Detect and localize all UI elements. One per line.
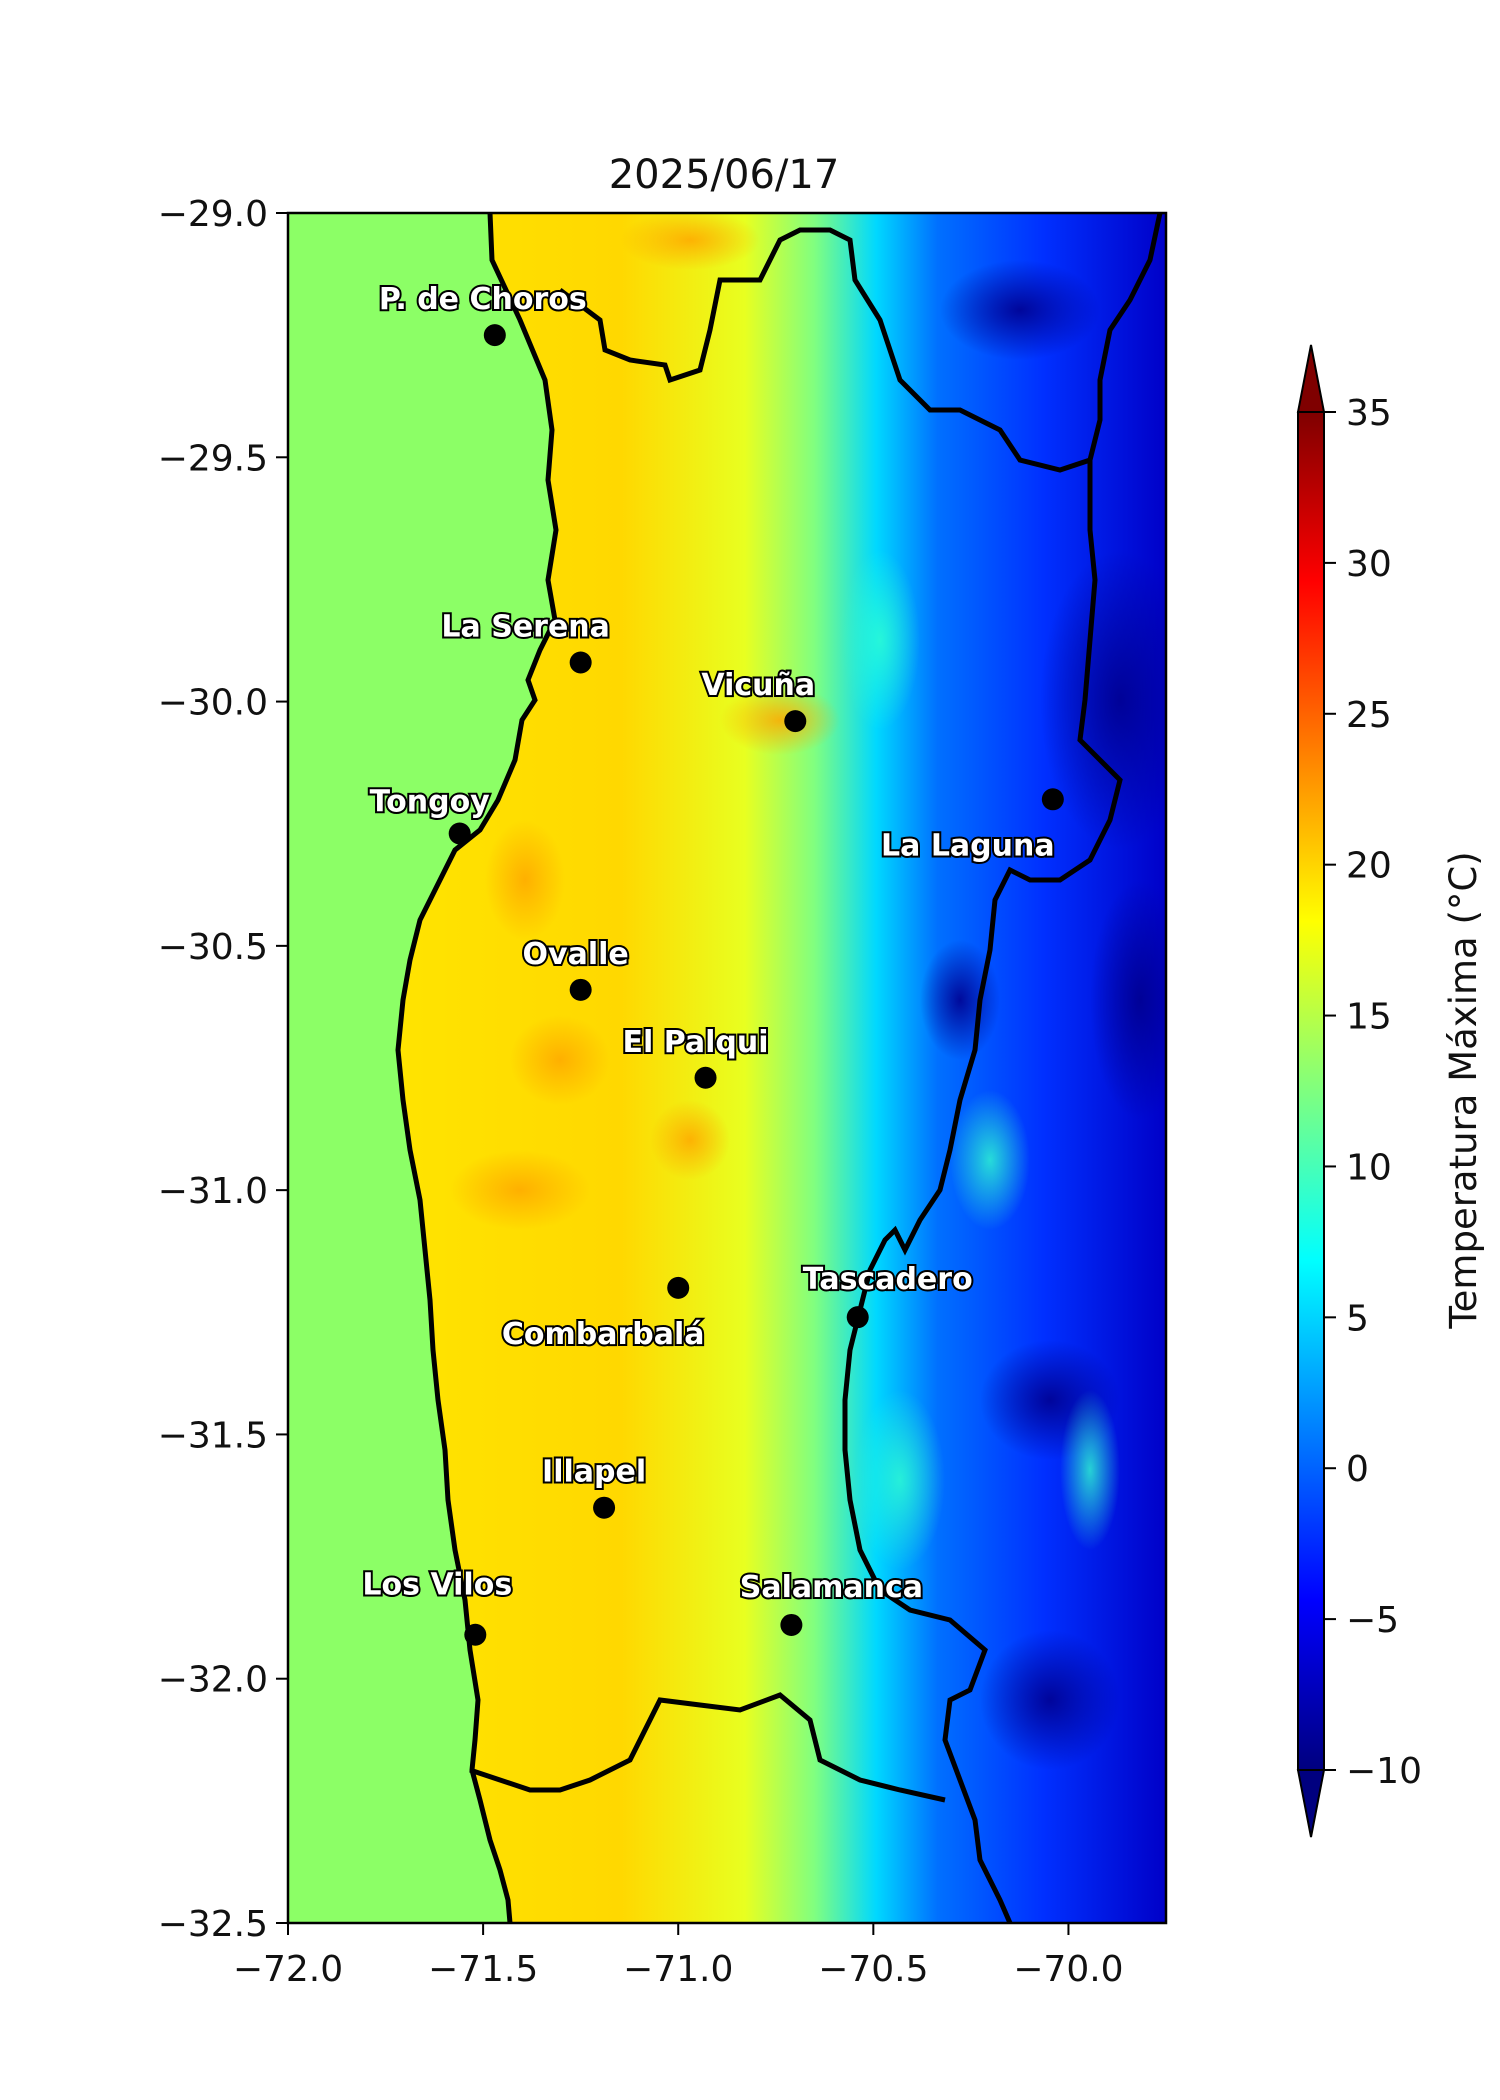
colorbar-tick-label: 30 bbox=[1346, 544, 1392, 585]
station-dot bbox=[593, 1496, 616, 1519]
station-label: La Laguna bbox=[881, 828, 1055, 863]
colorbar-lower-extension bbox=[1296, 1769, 1326, 1838]
colorbar-upper-extension bbox=[1296, 344, 1326, 413]
station-la-serena: La Serena bbox=[439, 607, 612, 674]
station-dot bbox=[784, 710, 807, 733]
station-label: La Serena bbox=[441, 609, 610, 644]
y-tick-label: −30.0 bbox=[158, 683, 268, 724]
colorbar-label: Temperatura Máxima (°C) bbox=[1442, 851, 1485, 1329]
map-area bbox=[288, 213, 1166, 1923]
y-tick-label: −31.0 bbox=[158, 1171, 268, 1212]
station-dot bbox=[846, 1306, 869, 1329]
y-tick-label: −32.5 bbox=[158, 1904, 268, 1945]
station-markers: P. de Choros La Serena Vicuña Tongoy La Lagu… bbox=[360, 280, 1064, 1646]
colorbar: 35 30 25 20 15 10 5 0 −5 −10 Temperatura Máxima (… bbox=[1296, 344, 1485, 1838]
station-dot bbox=[569, 978, 592, 1001]
coastline bbox=[395, 213, 559, 1923]
colorbar-tick-label: 20 bbox=[1346, 846, 1392, 887]
station-p-de-choros: P. de Choros bbox=[377, 280, 589, 347]
map-title: 2025/06/17 bbox=[609, 152, 840, 198]
station-dot bbox=[483, 324, 506, 347]
station-dot bbox=[464, 1623, 487, 1646]
map-frame bbox=[286, 211, 1168, 1925]
colorbar-tick-label: −10 bbox=[1346, 1751, 1422, 1792]
x-tick-label: −70.5 bbox=[818, 1949, 928, 1990]
southern-region-border bbox=[469, 1692, 946, 1803]
station-ovalle: Ovalle bbox=[521, 935, 631, 1001]
station-label: Vicuña bbox=[701, 668, 815, 703]
colorbar-tick-label: 25 bbox=[1346, 695, 1392, 736]
colorbar-tick-label: 5 bbox=[1346, 1298, 1369, 1339]
station-label: Los Vilos bbox=[362, 1568, 512, 1603]
eastern-border bbox=[842, 460, 1123, 1923]
x-tick-label: −71.5 bbox=[428, 1949, 538, 1990]
station-dot bbox=[569, 651, 592, 674]
y-tick-label: −29.0 bbox=[158, 194, 268, 235]
station-dot bbox=[780, 1613, 803, 1636]
x-tick-label: −72.0 bbox=[233, 1949, 343, 1990]
station-label: Tongoy bbox=[370, 784, 491, 819]
station-label: Combarbalá bbox=[502, 1317, 705, 1352]
y-axis: −29.0 −29.5 −30.0 −30.5 −31.0 −31.5 −32.0 −32.5 bbox=[158, 194, 288, 1945]
station-label: P. de Choros bbox=[379, 282, 587, 317]
station-salamanca: Salamanca bbox=[738, 1568, 925, 1636]
station-label: Salamanca bbox=[740, 1570, 923, 1605]
station-el-palqui: El Palqui bbox=[621, 1023, 771, 1089]
station-label: Tascadero bbox=[803, 1262, 973, 1297]
station-dot bbox=[1041, 788, 1064, 811]
station-los-vilos: Los Vilos bbox=[360, 1566, 514, 1646]
colorbar-gradient bbox=[1297, 411, 1325, 1771]
station-label: El Palqui bbox=[623, 1025, 769, 1060]
colorbar-ticks: 35 30 25 20 15 10 5 0 −5 −10 bbox=[1324, 393, 1422, 1792]
x-tick-label: −71.0 bbox=[623, 1949, 733, 1990]
station-tongoy: Tongoy bbox=[368, 782, 492, 845]
station-illapel: Illapel bbox=[540, 1453, 648, 1519]
colorbar-tick-label: 15 bbox=[1346, 997, 1392, 1038]
y-tick-label: −29.5 bbox=[158, 438, 268, 479]
colorbar-tick-label: −5 bbox=[1346, 1600, 1399, 1641]
colorbar-tick-label: 0 bbox=[1346, 1449, 1369, 1490]
y-tick-label: −31.5 bbox=[158, 1415, 268, 1456]
station-label: Illapel bbox=[542, 1455, 646, 1490]
station-dot bbox=[448, 822, 471, 845]
colorbar-tick-label: 10 bbox=[1346, 1147, 1392, 1188]
station-dot bbox=[667, 1276, 690, 1299]
station-vicu-a: Vicuña bbox=[699, 666, 817, 733]
colorbar-tick-label: 35 bbox=[1346, 393, 1392, 434]
station-la-laguna: La Laguna bbox=[879, 788, 1064, 865]
y-tick-label: −30.5 bbox=[158, 927, 268, 968]
station-label: Ovalle bbox=[523, 937, 629, 972]
y-tick-label: −32.0 bbox=[158, 1660, 268, 1701]
station-combarbal-: Combarbalá bbox=[500, 1276, 707, 1354]
station-dot bbox=[694, 1066, 717, 1089]
x-tick-label: −70.0 bbox=[1013, 1949, 1123, 1990]
x-axis: −72.0 −71.5 −71.0 −70.5 −70.0 bbox=[233, 1923, 1124, 1990]
northern-region-border bbox=[558, 213, 1163, 473]
station-tascadero: Tascadero bbox=[801, 1260, 975, 1329]
